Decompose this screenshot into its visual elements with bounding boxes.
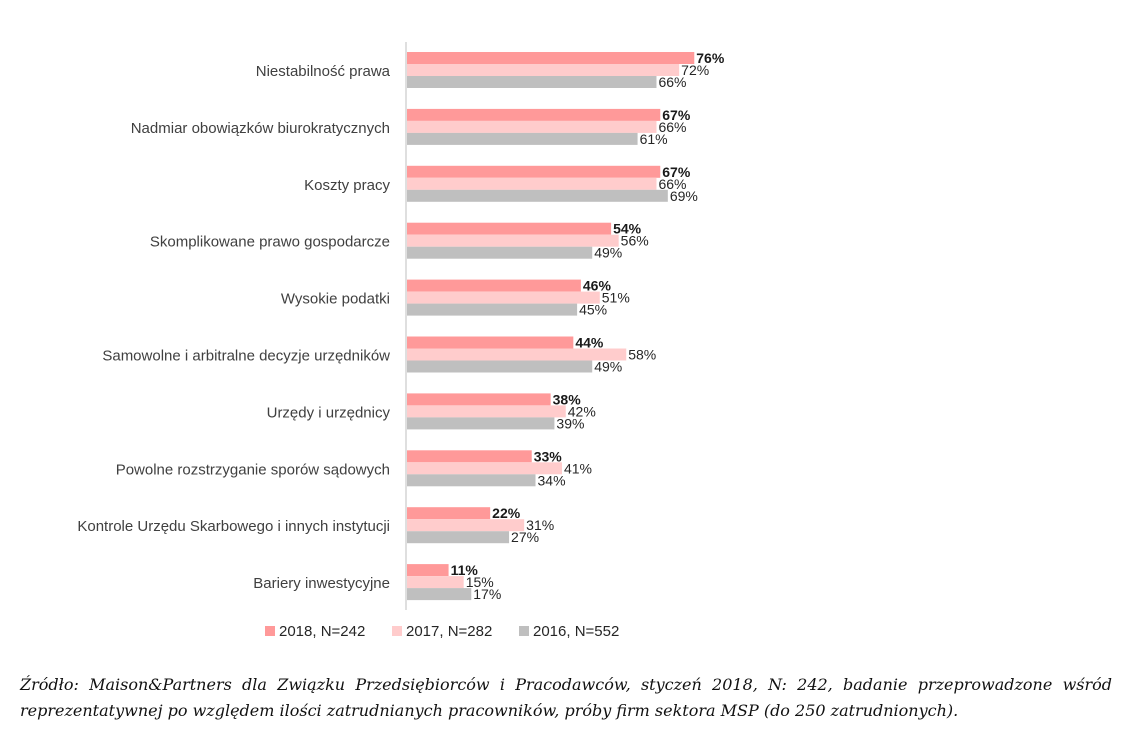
bar bbox=[407, 132, 638, 145]
category-label: Niestabilność prawa bbox=[256, 63, 391, 80]
data-label: 45% bbox=[579, 302, 607, 318]
source-note: Źródło: Maison&Partners dla Związku Prze… bbox=[20, 675, 1112, 720]
bar bbox=[407, 222, 612, 235]
data-label: 51% bbox=[602, 290, 630, 306]
category-label: Skomplikowane prawo gospodarcze bbox=[150, 234, 390, 251]
value-labels: 76%72%66%67%66%61%67%66%69%54%56%49%46%5… bbox=[451, 50, 725, 602]
category-label: Koszty pracy bbox=[304, 177, 390, 194]
bar bbox=[407, 52, 695, 64]
category-label: Wysokie podatki bbox=[281, 291, 390, 308]
legend-swatch bbox=[392, 626, 402, 636]
data-label: 66% bbox=[658, 119, 686, 135]
bar bbox=[407, 576, 464, 589]
bar bbox=[407, 76, 657, 88]
bar bbox=[407, 234, 619, 247]
bar bbox=[407, 279, 581, 292]
bar bbox=[407, 450, 532, 463]
bar bbox=[407, 531, 510, 544]
category-labels: Niestabilność prawa Nadmiar obowiązków bi… bbox=[77, 63, 390, 592]
bar bbox=[407, 336, 574, 349]
data-label: 67% bbox=[662, 107, 691, 123]
bars bbox=[407, 52, 695, 601]
legend-entry: 2018, N=242 bbox=[279, 623, 365, 640]
bar bbox=[407, 405, 566, 418]
data-label: 42% bbox=[568, 403, 596, 419]
data-label: 22% bbox=[492, 505, 521, 521]
data-label: 58% bbox=[628, 347, 656, 363]
data-label: 72% bbox=[681, 62, 709, 78]
category-label: Powolne rozstrzyganie sporów sądowych bbox=[116, 461, 390, 478]
bar bbox=[407, 393, 551, 406]
bar-chart: Niestabilność prawa Nadmiar obowiązków bi… bbox=[77, 42, 725, 640]
bar bbox=[407, 165, 661, 178]
bar bbox=[407, 462, 562, 475]
bar bbox=[407, 64, 680, 76]
data-label: 66% bbox=[658, 176, 686, 192]
data-label: 38% bbox=[553, 391, 582, 407]
bar bbox=[407, 519, 525, 532]
data-label: 54% bbox=[613, 221, 642, 237]
data-label: 61% bbox=[640, 131, 668, 147]
legend: 2018, N=242 2017, N=282 2016, N=552 bbox=[265, 623, 619, 640]
data-label: 34% bbox=[538, 472, 566, 488]
data-label: 15% bbox=[466, 574, 494, 590]
category-label: Kontrole Urzędu Skarbowego i innych inst… bbox=[77, 518, 390, 535]
data-label: 67% bbox=[662, 164, 691, 180]
bar bbox=[407, 177, 657, 190]
data-label: 33% bbox=[534, 448, 563, 464]
bar bbox=[407, 417, 555, 430]
bar bbox=[407, 291, 600, 304]
bar bbox=[407, 507, 491, 520]
data-label: 49% bbox=[594, 245, 622, 261]
bar bbox=[407, 108, 661, 121]
legend-swatch bbox=[265, 626, 275, 636]
category-label: Samowolne i arbitralne decyzje urzędnikó… bbox=[102, 348, 390, 365]
bar bbox=[407, 588, 472, 601]
data-label: 39% bbox=[556, 415, 584, 431]
legend-swatch bbox=[519, 626, 529, 636]
data-label: 17% bbox=[473, 586, 501, 602]
legend-entry: 2016, N=552 bbox=[533, 623, 619, 640]
category-label: Urzędy i urzędnicy bbox=[267, 404, 391, 421]
data-label: 11% bbox=[451, 562, 479, 578]
bar bbox=[407, 474, 536, 487]
data-label: 49% bbox=[594, 359, 622, 375]
bar bbox=[407, 564, 449, 577]
data-label: 66% bbox=[658, 74, 686, 90]
bar bbox=[407, 360, 593, 373]
data-label: 56% bbox=[621, 233, 649, 249]
data-label: 41% bbox=[564, 460, 592, 476]
bar bbox=[407, 348, 627, 361]
data-label: 31% bbox=[526, 517, 554, 533]
data-label: 44% bbox=[575, 335, 604, 351]
category-label: Nadmiar obowiązków biurokratycznych bbox=[131, 120, 390, 137]
data-label: 46% bbox=[583, 278, 612, 294]
data-label: 27% bbox=[511, 529, 539, 545]
data-label: 76% bbox=[696, 50, 725, 66]
category-label: Bariery inwestycyjne bbox=[253, 575, 390, 592]
bar bbox=[407, 120, 657, 133]
bar bbox=[407, 303, 578, 316]
bar bbox=[407, 246, 593, 259]
data-label: 69% bbox=[670, 188, 698, 204]
bar bbox=[407, 189, 668, 202]
legend-entry: 2017, N=282 bbox=[406, 623, 492, 640]
